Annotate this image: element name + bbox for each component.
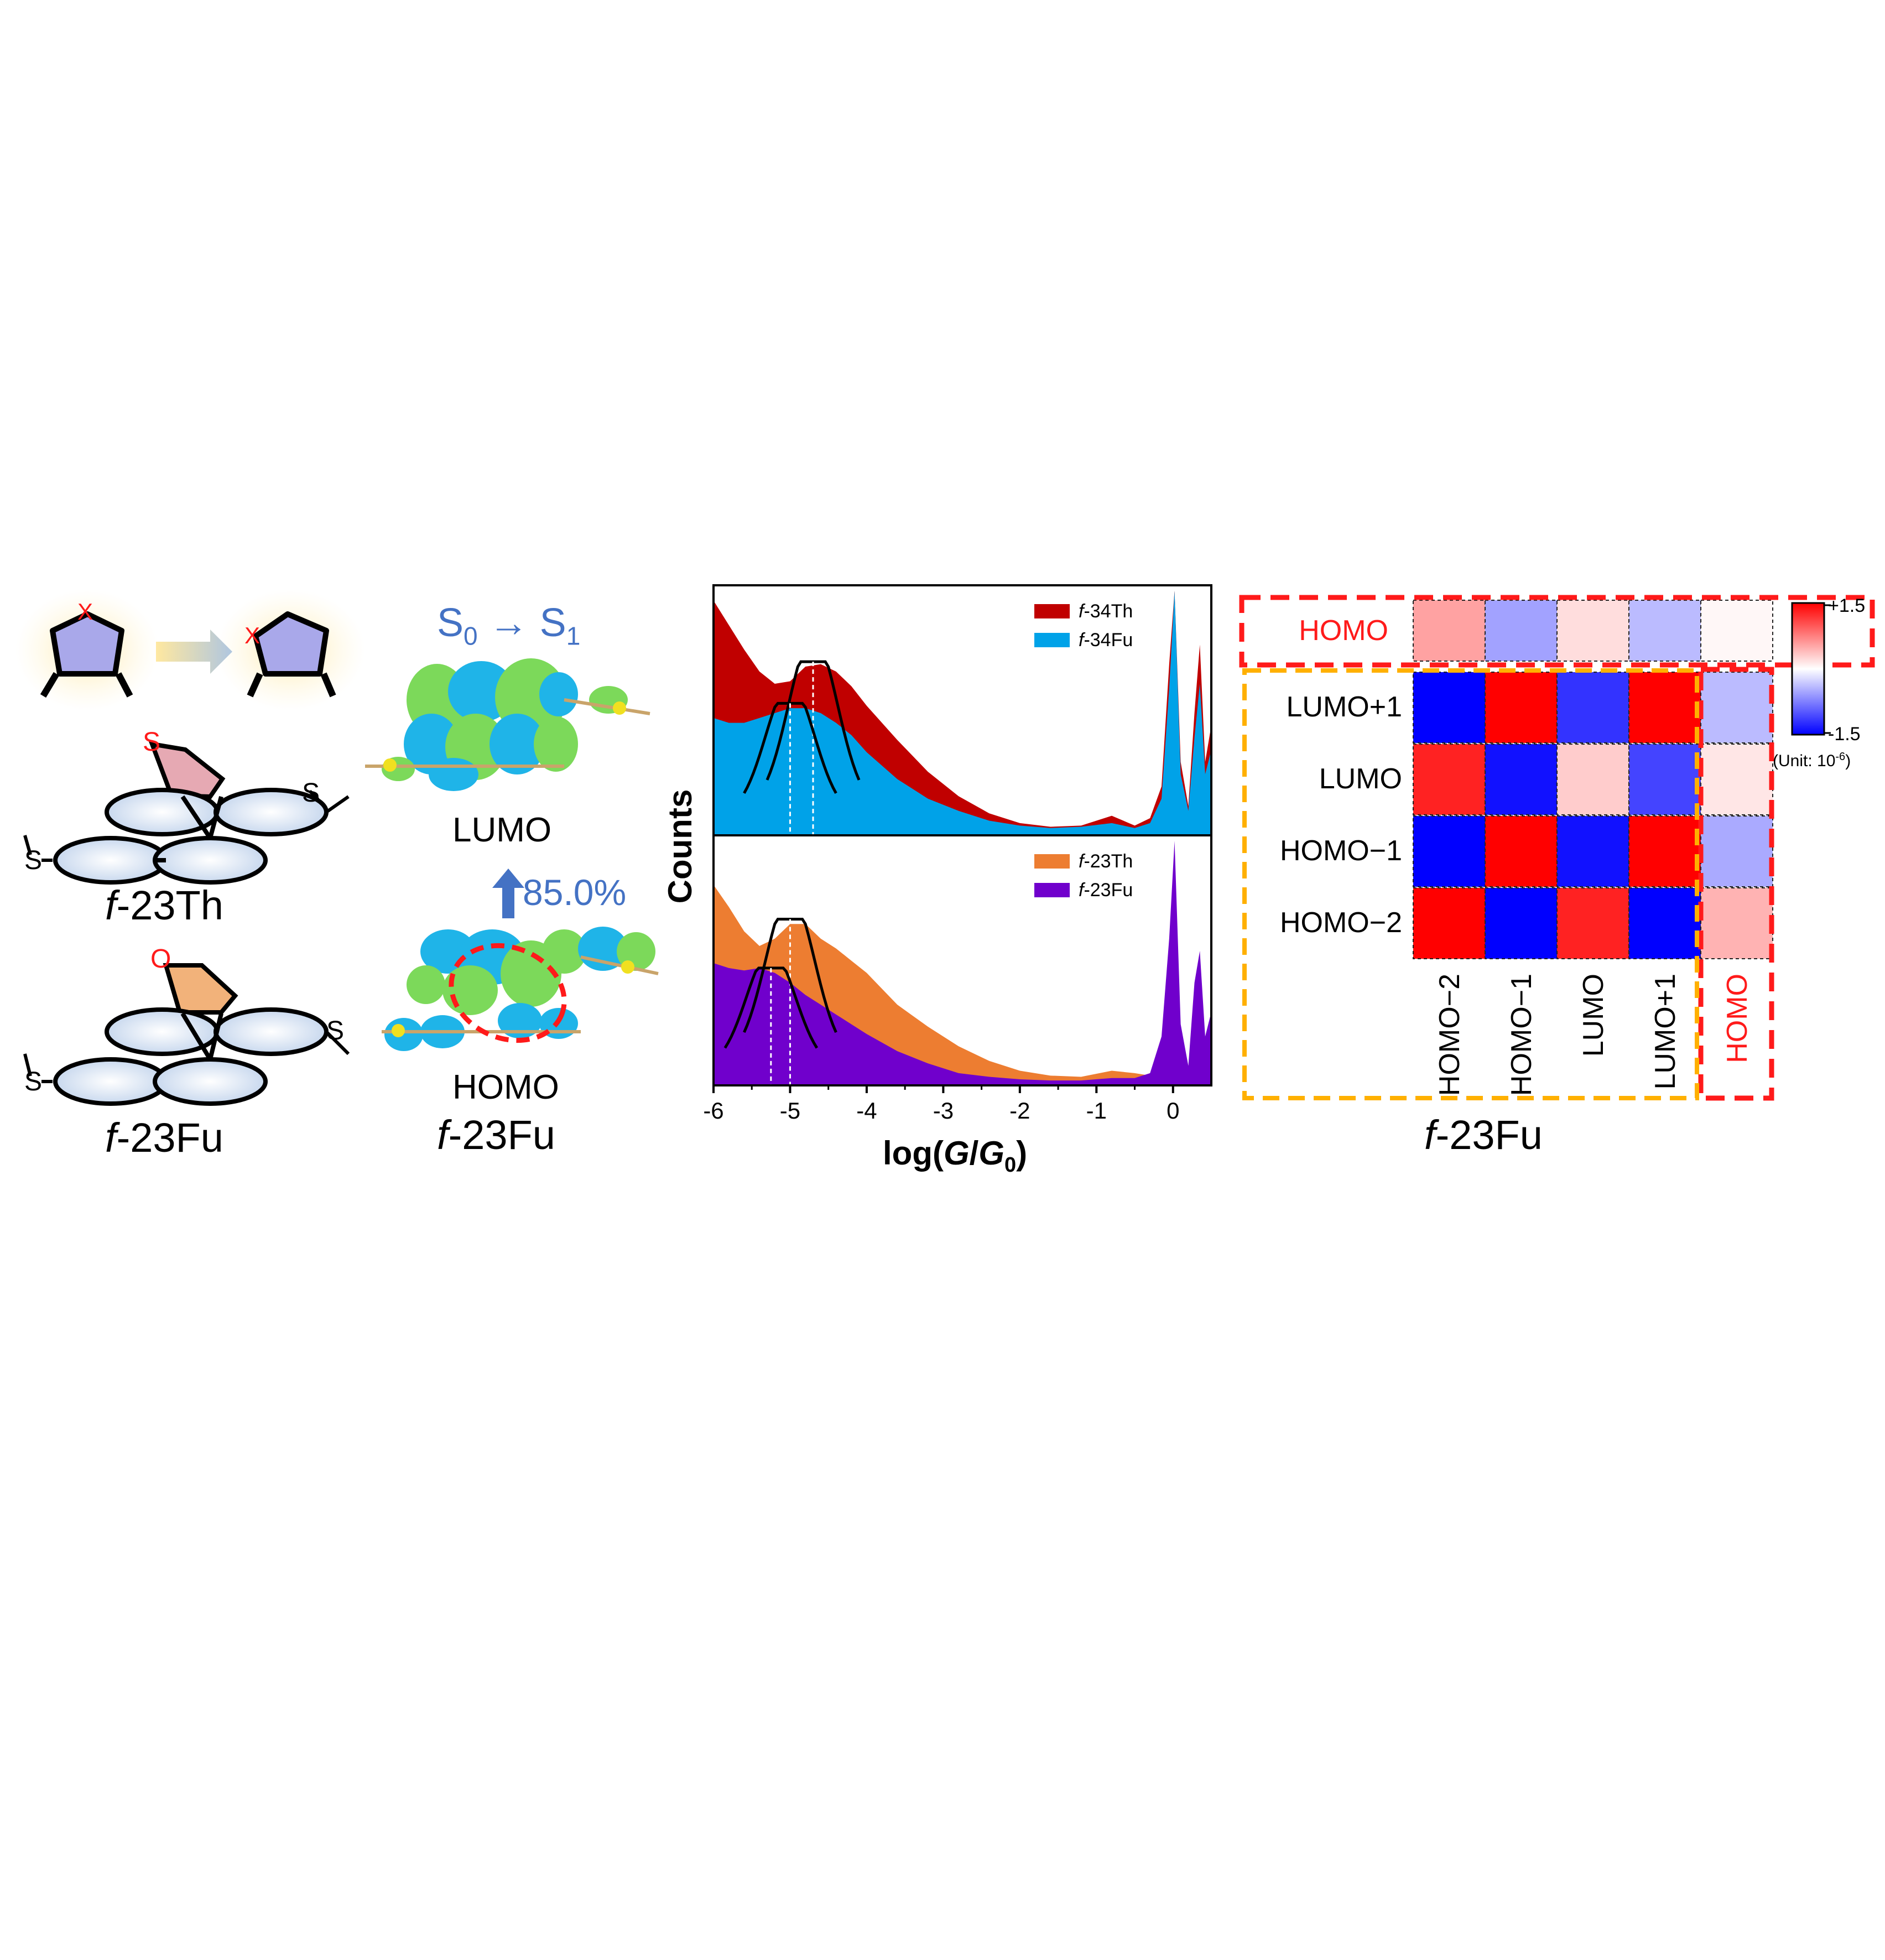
homo-isosurface [382,927,659,1051]
legend-label-f-23Th: f-23Th [1079,851,1133,872]
heat-cell-4-3 [1628,887,1701,959]
heat-col-label-2: LUMO [1577,974,1610,1057]
heat-cell-1-3 [1628,672,1701,744]
heat-cell-2-4 [1700,744,1773,815]
orbital-molecule-label: f-23Fu [437,1112,555,1158]
heat-row-label-0: HOMO [1299,615,1388,647]
heat-cell-1-1 [1485,672,1558,744]
heat-row-label-2: LUMO [1319,763,1402,795]
x-tick-label--1: -1 [1086,1098,1107,1124]
histogram-frame-bottom [712,834,1212,1086]
switch-arrow [156,630,232,674]
heat-cell-1-0 [1413,672,1486,744]
x-tick-label--2: -2 [1009,1098,1030,1124]
x-tick-label--3: -3 [933,1098,954,1124]
heat-cell-4-4 [1700,887,1773,959]
heat-cell-2-1 [1485,744,1558,815]
heat-cell-4-1 [1485,887,1558,959]
heat-cell-1-4 [1700,672,1773,744]
colorbar [1791,602,1825,736]
x-tick-label--5: -5 [780,1098,800,1124]
thiomethyl-left-1: S [24,846,43,875]
x-tick-label-0: 0 [1167,1098,1179,1124]
heat-row-label-1: LUMO+1 [1286,691,1402,723]
core-block-box [1242,668,1699,1100]
heatmap-title: f-23Fu [1424,1112,1543,1158]
heat-col-label-0: HOMO−2 [1434,974,1466,1096]
heat-cell-0-1 [1485,600,1558,662]
excitation-percent: 85.0% [523,872,627,913]
x-axis-label: log(G/G0) [883,1135,1028,1177]
heat-cell-3-1 [1485,815,1558,887]
heat-cell-0-0 [1413,600,1486,662]
heat-cell-3-2 [1556,815,1629,887]
colorbar-min-label: -1.5 [1828,724,1861,745]
thiophene-ring [148,741,226,799]
heat-row-label-4: HOMO−2 [1280,907,1402,939]
heat-cell-2-2 [1556,744,1629,815]
legend-swatch-f-34Fu [1034,633,1070,647]
transition-label: S0 → S1 [437,601,581,651]
oxygen-atom-label: O [150,944,171,974]
heat-col-label-1: HOMO−1 [1506,974,1538,1096]
hetero-atom-x-right: X [244,622,261,648]
homo-label: HOMO [452,1068,559,1106]
molecule-label-f23th: f-23Th [105,882,223,928]
lumo-isosurface [365,658,650,791]
heat-row-label-3: HOMO−1 [1280,835,1402,867]
heat-cell-0-4 [1700,600,1773,662]
furan-ring [163,963,238,1015]
heat-col-label-3: LUMO+1 [1649,974,1681,1090]
thiomethyl-left-2: S [24,1067,43,1096]
colorbar-max-label: +1.5 [1828,595,1866,616]
legend-label-f-23Fu: f-23Fu [1079,880,1133,901]
area-f-34Fu [714,591,1211,835]
heat-cell-2-0 [1413,744,1486,815]
thiomethyl-right-1: S [302,778,320,808]
legend-label-f-34Th: f-34Th [1079,601,1133,622]
hetero-atom-x-left: X [77,599,93,625]
sulfur-atom-label: S [143,727,161,757]
colorbar-unit-label: (Unit: 10-6) [1773,751,1851,770]
pentagon-left [50,611,124,677]
lumo-label: LUMO [452,811,552,849]
heat-cell-2-3 [1628,744,1701,815]
highlight-ellipse [449,943,567,1043]
heat-cell-3-3 [1628,815,1701,887]
molecule-label-f23fu: f-23Fu [105,1115,223,1161]
heat-col-label-4: HOMO [1721,974,1753,1063]
heat-cell-4-0 [1413,887,1486,959]
heat-cell-1-2 [1556,672,1629,744]
heat-cell-0-3 [1628,600,1701,662]
x-tick-label--6: -6 [703,1098,723,1124]
excitation-arrow [492,869,524,918]
homo-row-box [1239,595,1875,668]
heat-cell-3-0 [1413,815,1486,887]
heat-cell-4-2 [1556,887,1629,959]
pentagon-right [253,611,329,677]
legend-swatch-f-23Th [1034,854,1070,869]
legend-swatch-f-23Fu [1034,883,1070,897]
x-tick-label--4: -4 [856,1098,877,1124]
homo-column-box [1698,667,1774,1101]
legend-swatch-f-34Th [1034,604,1070,618]
heat-cell-3-4 [1700,815,1773,887]
legend-label-f-34Fu: f-34Fu [1079,630,1133,651]
heat-cell-0-2 [1556,600,1629,662]
thiomethyl-right-2: S [326,1016,345,1046]
area-f-23Fu [714,841,1211,1085]
